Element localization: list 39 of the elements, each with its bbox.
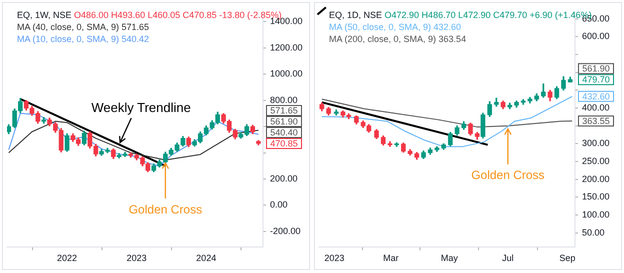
x-tick-label: Sep <box>559 253 576 264</box>
y-tick-label: 50.00 <box>582 227 605 238</box>
y-tick-label: 200.00 <box>270 173 298 184</box>
y-tick-label: 100.00 <box>582 210 610 220</box>
x-tick-label: 2023 <box>126 253 147 264</box>
x-tick-label: May <box>440 253 458 264</box>
chart-title: EQ, 1D, NSE <box>329 10 382 20</box>
y-tick-label: 400.00 <box>582 102 610 113</box>
x-tick-label: 2022 <box>57 253 78 264</box>
y-tick-label: 250.00 <box>582 156 610 166</box>
text: MA (40, close, 0, SMA, 9) 571.65 <box>17 22 150 32</box>
annotation: 432.60 <box>582 91 610 102</box>
annotation: Golden Cross <box>471 168 545 182</box>
text: MA (200, close, 0, SMA, 9) 363.54 <box>329 34 466 44</box>
annotation: 479.70 <box>582 74 610 85</box>
y-tick-label: 1000.00 <box>270 68 303 79</box>
annotation: Golden Cross <box>128 202 202 216</box>
x-tick-label: Mar <box>383 253 399 264</box>
y-tick-label: -200.00 <box>270 226 301 236</box>
text: MA (10, close, 0, SMA, 9) 540.42 <box>17 34 150 44</box>
text: 561.90 <box>582 64 610 74</box>
y-tick-label: 600.00 <box>582 31 610 42</box>
y-tick-label: 200.00 <box>582 174 610 184</box>
y-tick-label: 800.00 <box>270 94 298 105</box>
text: 561.90 <box>270 116 298 126</box>
y-tick-label: 0.00 <box>270 200 288 210</box>
annotation: 470.85 <box>270 138 298 148</box>
x-tick-label: Jul <box>502 253 514 264</box>
text: MA (50, close, 0, SMA, 9) 432.60 <box>329 22 462 32</box>
x-tick-label: 2023 <box>324 253 344 264</box>
annotation: Weekly Trendline <box>91 100 191 116</box>
text: 571.65 <box>270 105 298 116</box>
x-tick-label: 2024 <box>196 253 216 264</box>
text: 540.40 <box>270 127 298 138</box>
annotation: 363.55 <box>582 116 610 126</box>
y-tick-label: 300.00 <box>582 138 610 148</box>
y-tick-label: 1200.00 <box>270 42 303 52</box>
y-tick-label: 150.00 <box>582 192 610 202</box>
chart-title: EQ, 1W, NSE <box>17 10 72 20</box>
